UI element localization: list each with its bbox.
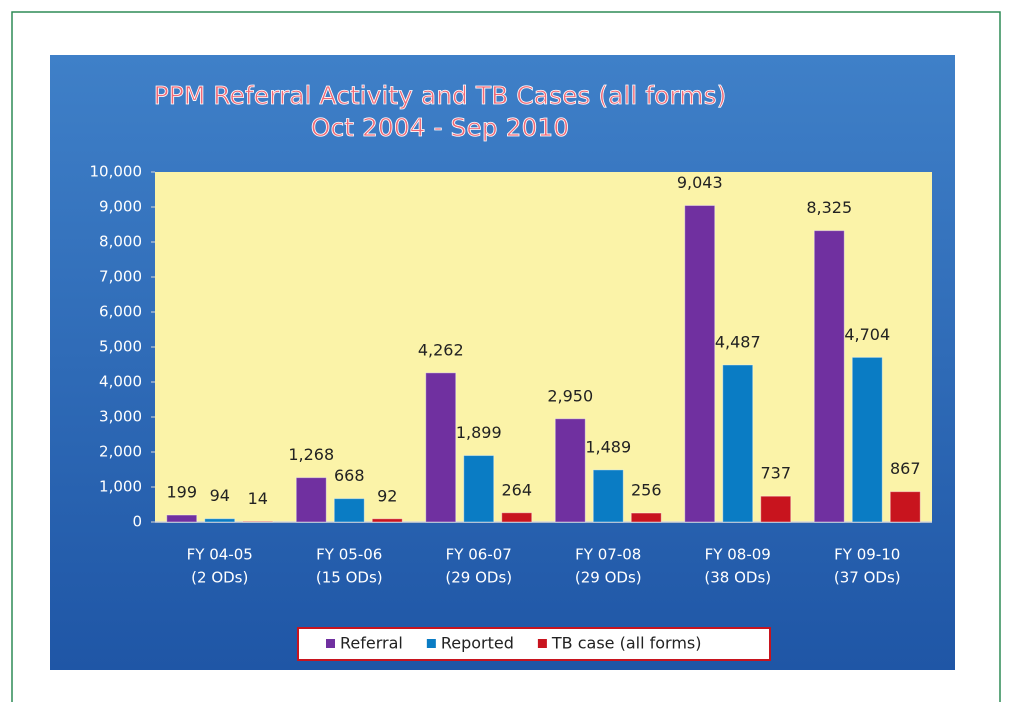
bar: [761, 496, 791, 522]
bar: [167, 515, 197, 522]
y-tick-label: 6,000: [99, 303, 142, 321]
x-tick-label: FY 05-06: [316, 546, 382, 564]
data-label: 14: [248, 489, 268, 508]
legend-label: Referral: [340, 634, 403, 653]
bar: [723, 365, 753, 522]
y-tick-label: 0: [132, 513, 142, 531]
data-label: 199: [166, 483, 197, 502]
y-tick-label: 10,000: [90, 163, 143, 181]
bar: [205, 519, 235, 522]
bar: [555, 419, 585, 522]
x-tick-label: FY 08-09: [705, 546, 771, 564]
y-tick-label: 9,000: [99, 198, 142, 216]
y-tick-label: 3,000: [99, 408, 142, 426]
data-label: 4,262: [418, 340, 464, 359]
bar: [426, 373, 456, 522]
data-label: 92: [377, 486, 397, 505]
legend-swatch: [538, 639, 547, 648]
bar: [464, 456, 494, 522]
x-tick-label: (2 ODs): [191, 569, 248, 587]
data-label: 668: [334, 466, 365, 485]
data-label: 1,899: [456, 423, 502, 442]
data-label: 2,950: [547, 386, 593, 405]
x-tick-label: (37 ODs): [834, 569, 901, 587]
legend-swatch: [326, 639, 335, 648]
legend-label: TB case (all forms): [551, 634, 702, 653]
data-label: 256: [631, 481, 662, 500]
data-label: 264: [501, 480, 532, 499]
legend-swatch: [427, 639, 436, 648]
x-tick-label: (15 ODs): [316, 569, 383, 587]
bar: [852, 357, 882, 522]
y-tick-label: 1,000: [99, 478, 142, 496]
bar: [593, 470, 623, 522]
bar: [502, 513, 532, 522]
bar: [372, 519, 402, 522]
data-label: 94: [210, 486, 230, 505]
bar: [631, 513, 661, 522]
x-tick-label: (38 ODs): [704, 569, 771, 587]
data-label: 867: [890, 459, 921, 478]
bar: [890, 492, 920, 522]
data-label: 9,043: [677, 173, 723, 192]
y-tick-label: 5,000: [99, 338, 142, 356]
y-tick-label: 8,000: [99, 233, 142, 251]
data-label: 1,489: [585, 437, 631, 456]
data-label: 1,268: [288, 445, 334, 464]
x-tick-label: (29 ODs): [445, 569, 512, 587]
legend-label: Reported: [441, 634, 514, 653]
chart-title: PPM Referral Activity and TB Cases (all …: [154, 81, 727, 110]
x-tick-label: (29 ODs): [575, 569, 642, 587]
data-label: 4,487: [715, 332, 761, 351]
data-label: 737: [760, 464, 791, 483]
x-tick-label: FY 09-10: [834, 546, 900, 564]
x-tick-label: FY 06-07: [446, 546, 512, 564]
data-label: 8,325: [806, 198, 852, 217]
chart-subtitle: Oct 2004 - Sep 2010: [311, 113, 569, 142]
data-label: 4,704: [844, 325, 890, 344]
bar: [296, 478, 326, 522]
bar: [814, 231, 844, 522]
bar: [685, 205, 715, 522]
x-tick-label: FY 07-08: [575, 546, 641, 564]
x-tick-label: FY 04-05: [187, 546, 253, 564]
y-tick-label: 4,000: [99, 373, 142, 391]
y-tick-label: 2,000: [99, 443, 142, 461]
bar: [334, 499, 364, 522]
y-tick-label: 7,000: [99, 268, 142, 286]
